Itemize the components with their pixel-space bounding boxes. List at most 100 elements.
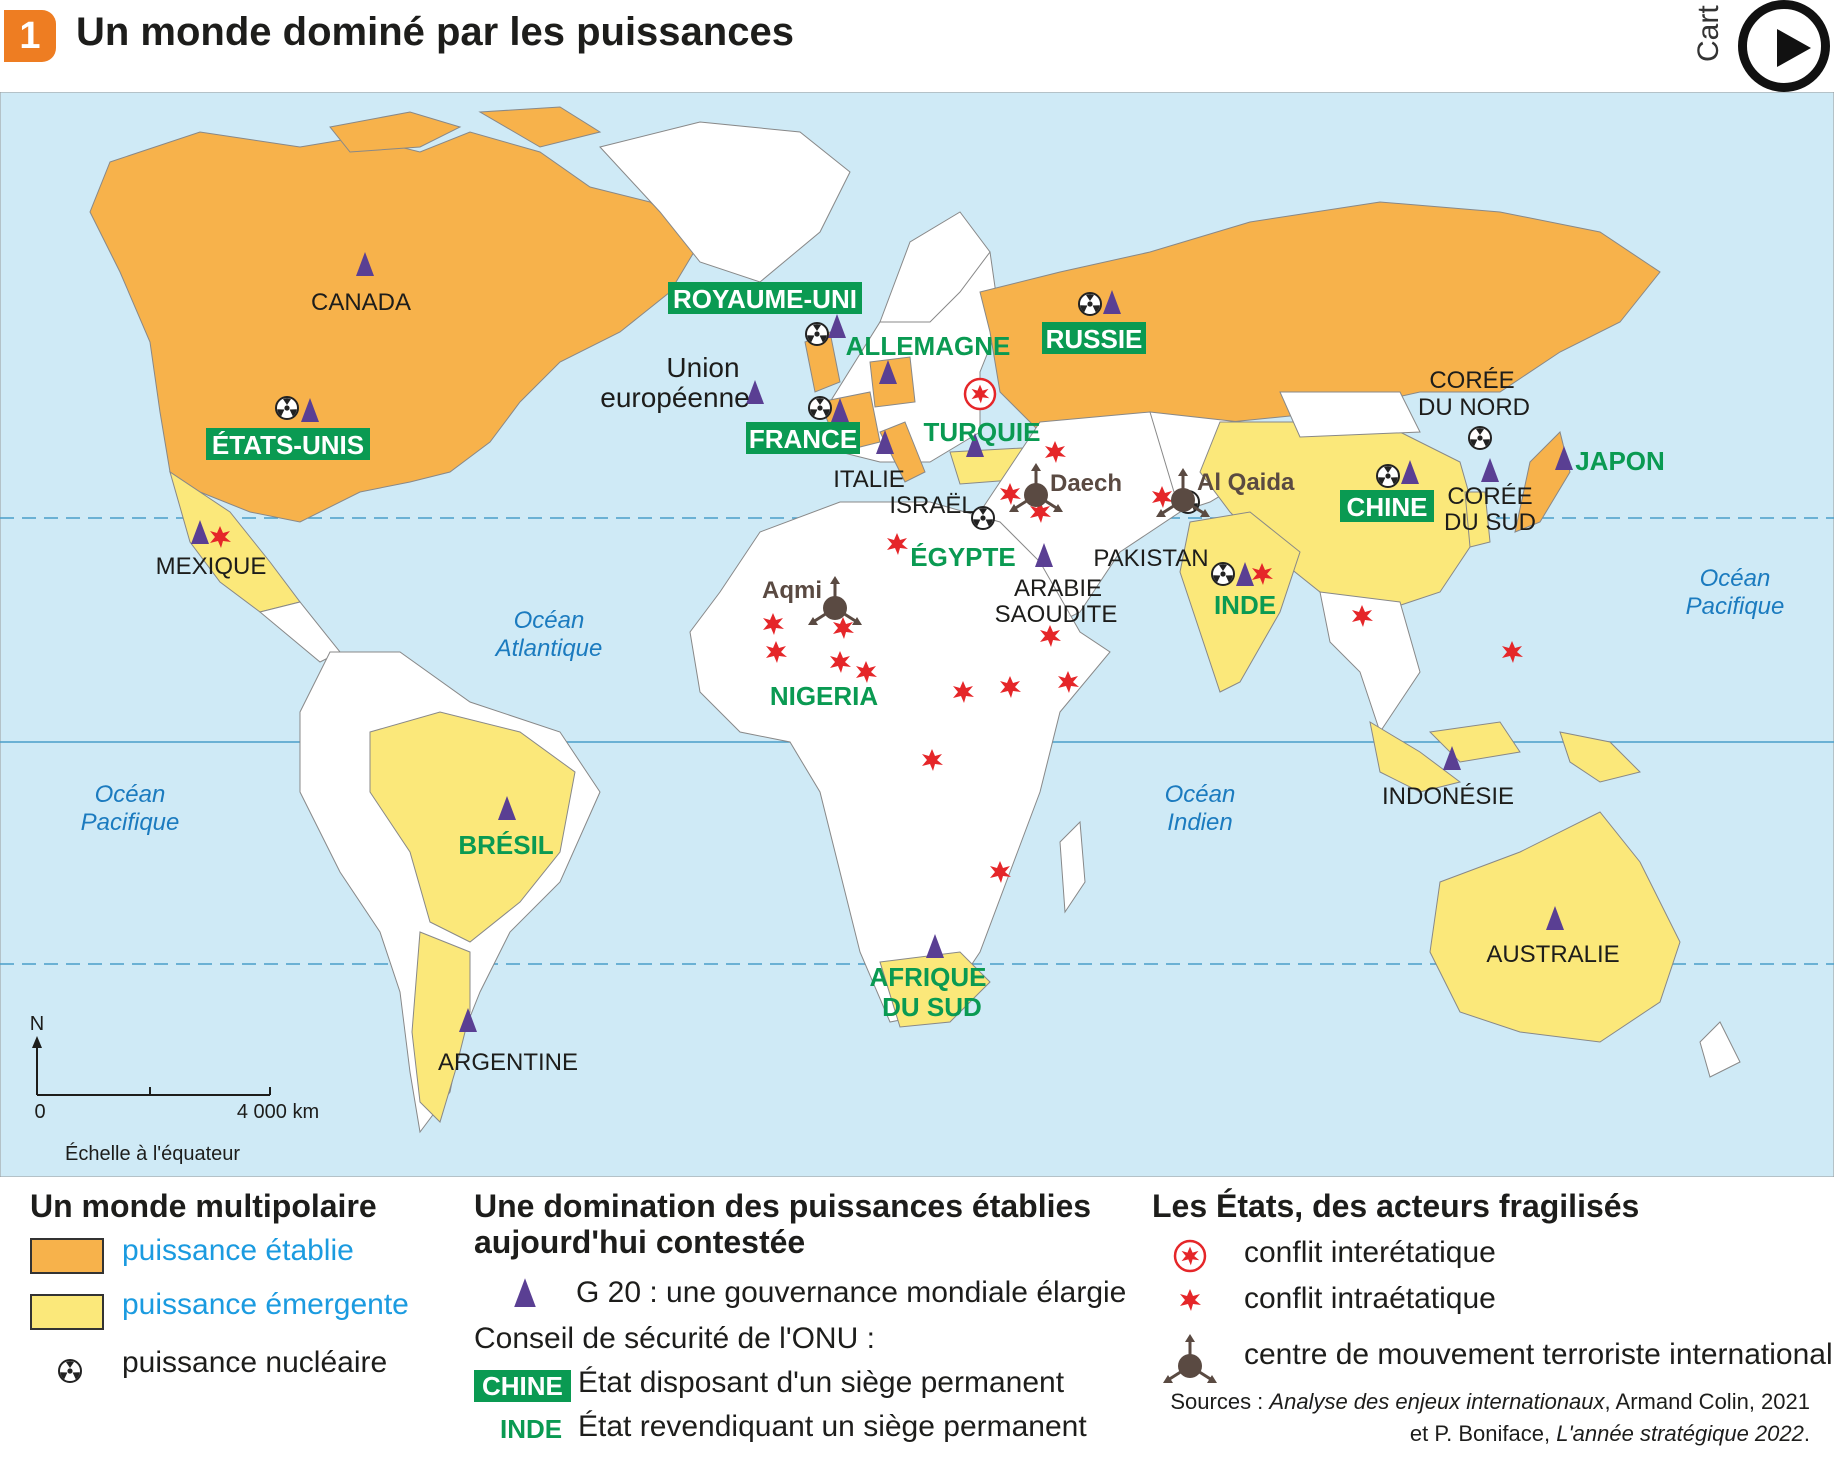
legend-nuclear: puissance nucléaire — [122, 1346, 388, 1379]
play-icon — [1777, 29, 1811, 67]
nuclear-icon-uk — [805, 322, 829, 346]
nuclear-icon-chine — [1376, 464, 1400, 488]
north-america-established — [89, 131, 701, 523]
nuclear-icon-coree-nord — [1468, 426, 1492, 450]
brazil-emerging — [369, 711, 576, 943]
label-coree-nord-2: DU NORD — [1418, 394, 1530, 421]
label-japon: JAPON — [1575, 446, 1665, 476]
label-coree-nord-1: CORÉE — [1429, 367, 1514, 394]
g20-icon — [514, 1278, 536, 1307]
label-arabie-2: SAOUDITE — [995, 601, 1118, 628]
svg-text:ÉTATS-UNIS: ÉTATS-UNIS — [212, 430, 364, 460]
ocean-pacific-west-label-1: Océan — [95, 781, 166, 808]
legend-heading-fragile: Les États, des acteurs fragilisés — [1152, 1188, 1640, 1224]
permanent-member-russie: RUSSIE — [1042, 322, 1146, 354]
ocean-indian-label-1: Océan — [1165, 781, 1236, 808]
ocean-indian-label-2: Indien — [1167, 809, 1232, 836]
swatch-established — [30, 1238, 104, 1274]
nuclear-icon-israel — [971, 506, 995, 530]
legend-intrastate: conflit intraétatique — [1244, 1282, 1496, 1315]
label-al-qaida: Al Qaida — [1197, 469, 1295, 496]
label-nigeria: NIGERIA — [770, 681, 879, 711]
legend-g20: G 20 : une gouvernance mondiale élargie — [576, 1276, 1127, 1309]
interstate-conflict-icon — [963, 377, 997, 411]
label-daech: Daech — [1050, 470, 1122, 497]
label-ue-2: européenne — [600, 382, 749, 413]
legend-emerging: puissance émergente — [122, 1288, 409, 1321]
legend-permanent-example: CHINE — [474, 1370, 571, 1402]
play-button[interactable] — [1738, 0, 1830, 92]
sources: Sources : Analyse des enjeux internation… — [1170, 1389, 1810, 1446]
svg-text:RUSSIE: RUSSIE — [1046, 324, 1143, 354]
korea — [1464, 491, 1491, 548]
permanent-member-france: FRANCE — [746, 422, 860, 454]
swatch-emerging — [30, 1294, 104, 1330]
label-israel: ISRAËL — [889, 492, 974, 519]
label-coree-sud-2: DU SUD — [1444, 509, 1536, 536]
legend-interstate: conflit interétatique — [1244, 1236, 1496, 1269]
label-arabie-1: ARABIE — [1014, 575, 1102, 602]
interstate-conflict-legend-icon — [1173, 1239, 1207, 1273]
label-allemagne: ALLEMAGNE — [846, 331, 1011, 361]
label-afrique-sud-1: AFRIQUE — [870, 962, 987, 992]
svg-text:Échelle à l'équateur: Échelle à l'équateur — [65, 1142, 240, 1165]
ocean-pacific-west-label-2: Pacifique — [81, 809, 180, 836]
legend-heading-domination-2: aujourd'hui contestée — [474, 1224, 806, 1260]
india-emerging — [1179, 511, 1301, 693]
japan-established — [1514, 431, 1571, 533]
section-number-badge: 1 — [4, 10, 56, 62]
italy-established — [879, 421, 926, 483]
legend-terror: centre de mouvement terroriste internati… — [1244, 1338, 1834, 1371]
svg-text:CHINE: CHINE — [1347, 492, 1428, 522]
legend-permanent: État disposant d'un siège permanent — [578, 1366, 1065, 1399]
side-tab-label: Cart — [1692, 5, 1725, 62]
nuclear-icon-russie — [1078, 292, 1102, 316]
legend-heading-domination-1: Une domination des puissances établies — [474, 1188, 1092, 1224]
label-turquie: TURQUIE — [924, 417, 1041, 447]
label-ue-1: Union — [666, 352, 739, 383]
permanent-member-chine: CHINE — [1340, 490, 1434, 522]
argentina-emerging — [411, 931, 471, 1123]
nuclear-icon — [58, 1359, 82, 1383]
africa — [689, 501, 1111, 1023]
intrastate-conflict-legend-icon — [1180, 1289, 1201, 1311]
label-bresil: BRÉSIL — [458, 830, 553, 860]
world-map: Océan Atlantique Océan Pacifique Océan P… — [0, 91, 1834, 1178]
legend-heading-multipolar: Un monde multipolaire — [30, 1188, 377, 1224]
ocean-pacific-east-label-1: Océan — [1700, 565, 1771, 592]
svg-text:4 000 km: 4 000 km — [237, 1101, 319, 1123]
south-africa-emerging — [879, 951, 991, 1028]
map-scale: N 0 4 000 km Échelle à l'équateur — [30, 1013, 319, 1165]
permanent-member-royaume-uni: ROYAUME-UNI — [668, 282, 862, 314]
legend-claim-example: INDE — [500, 1414, 563, 1444]
legend-claim: État revendiquant un siège permanent — [578, 1410, 1087, 1443]
indonesia-emerging — [1369, 720, 1462, 793]
ocean-atlantic-label-2: Atlantique — [494, 635, 603, 662]
ocean-pacific-east-label-2: Pacifique — [1686, 593, 1785, 620]
svg-text:FRANCE: FRANCE — [749, 424, 857, 454]
nuclear-icon-france — [808, 396, 832, 420]
header: 1 Un monde dominé par les puissances Car… — [0, 0, 1834, 92]
map-canvas: Océan Atlantique Océan Pacifique Océan P… — [0, 91, 1834, 1178]
permanent-member-usa: ÉTATS-UNIS — [206, 428, 370, 460]
label-australie: AUSTRALIE — [1486, 941, 1619, 968]
legend-unsc: Conseil de sécurité de l'ONU : — [474, 1322, 875, 1355]
svg-text:ROYAUME-UNI: ROYAUME-UNI — [673, 284, 857, 314]
label-italie: ITALIE — [833, 466, 905, 493]
label-coree-sud-1: CORÉE — [1447, 483, 1532, 510]
greenland — [599, 121, 851, 283]
terror-center-legend-icon — [1161, 1332, 1219, 1385]
label-argentine: ARGENTINE — [438, 1049, 578, 1076]
map-legend: Un monde multipolaire puissance établie … — [0, 1178, 1834, 1468]
nuclear-icon-usa — [275, 396, 299, 420]
ocean-atlantic-label-1: Océan — [514, 607, 585, 634]
label-mexique: MEXIQUE — [156, 553, 267, 580]
label-pakistan: PAKISTAN — [1093, 545, 1208, 572]
legend-established: puissance établie — [122, 1234, 354, 1267]
label-afrique-sud-2: DU SUD — [882, 992, 982, 1022]
label-egypte: ÉGYPTE — [910, 542, 1015, 572]
page-title: Un monde dominé par les puissances — [76, 10, 794, 54]
label-indonesie: INDONÉSIE — [1382, 783, 1514, 810]
label-aqmi: Aqmi — [762, 577, 822, 604]
svg-text:0: 0 — [34, 1101, 45, 1123]
